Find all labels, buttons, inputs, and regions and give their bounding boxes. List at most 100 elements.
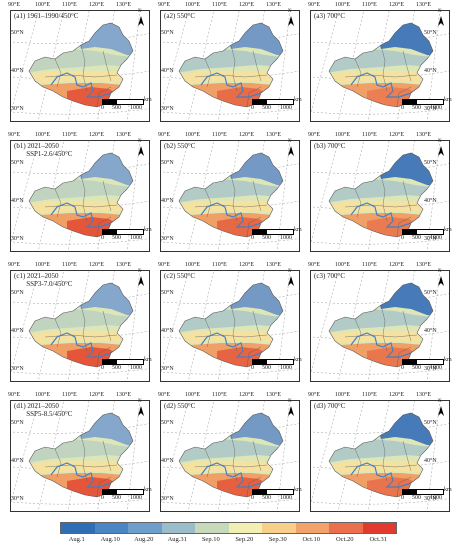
longitude-tick: 110°E	[362, 2, 377, 8]
scale-label: 1000	[130, 235, 142, 241]
scale-label: 500	[262, 235, 271, 241]
legend-label: Aug.20	[134, 536, 154, 543]
latitude-tick: 50°N	[424, 290, 437, 296]
scale-label: 500	[112, 495, 121, 501]
longitude-tick: 100°E	[185, 132, 201, 138]
latitude-tick: 40°N	[161, 458, 174, 464]
map-drawing	[311, 401, 449, 511]
latitude-tick: 50°N	[11, 290, 24, 296]
legend-swatch	[161, 523, 195, 533]
scale-label: 500	[412, 105, 421, 111]
longitude-tick: 90°E	[158, 262, 171, 268]
river	[50, 332, 112, 358]
longitude-tick: 120°E	[239, 392, 255, 398]
scale-label: 1000	[430, 365, 442, 371]
scale-label: 1000	[130, 365, 142, 371]
longitude-tick: 120°E	[389, 132, 405, 138]
scale-label: 0	[251, 235, 254, 241]
river	[200, 202, 262, 228]
scale-label: 500	[112, 235, 121, 241]
scale-label: 0	[401, 495, 404, 501]
latitude-tick: 40°N	[11, 458, 24, 464]
latitude-tick: 30°N	[11, 366, 24, 372]
scale-unit: km	[294, 487, 302, 493]
map-drawing	[311, 11, 449, 121]
longitude-tick: 110°E	[62, 132, 77, 138]
north-arrow-icon: N	[436, 269, 446, 288]
north-label: N	[438, 9, 442, 14]
longitude-tick: 110°E	[62, 262, 77, 268]
longitude-tick: 120°E	[239, 262, 255, 268]
longitude-tick: 90°E	[308, 262, 321, 268]
panel-label: (a1) 1961–1990/450°C	[14, 12, 79, 20]
scale-label: 500	[262, 105, 271, 111]
legend-swatch	[362, 523, 396, 533]
latitude-tick: 40°N	[11, 328, 24, 334]
longitude-tick: 90°E	[308, 392, 321, 398]
map-drawing	[11, 271, 149, 381]
panel-label: (d3) 700°C	[314, 402, 346, 410]
legend-label: Aug.10	[100, 536, 120, 543]
scale-label: 0	[101, 105, 104, 111]
north-label: N	[438, 139, 442, 144]
province-borders	[328, 412, 434, 498]
panel-label: (d1) 2021–2050 SSP5-8.5/450°C	[14, 402, 73, 418]
panel-label: (a2) 550°C	[164, 12, 195, 20]
longitude-tick: 90°E	[8, 262, 21, 268]
scale-bar: km 0 500 1000	[401, 227, 452, 247]
scale-unit: km	[294, 97, 302, 103]
latitude-tick: 30°N	[11, 236, 24, 242]
longitude-tick: 120°E	[89, 132, 105, 138]
legend-label: Aug.31	[167, 536, 187, 543]
longitude-tick: 100°E	[35, 262, 51, 268]
longitude-tick: 130°E	[266, 132, 282, 138]
north-label: N	[288, 269, 292, 274]
map-drawing	[161, 401, 299, 511]
longitude-tick: 110°E	[212, 132, 227, 138]
longitude-tick: 130°E	[416, 132, 432, 138]
legend-label: Oct.31	[369, 536, 388, 543]
scale-label: 500	[112, 365, 121, 371]
river	[200, 332, 262, 358]
map-frame	[160, 400, 300, 512]
scale-unit: km	[444, 227, 452, 233]
panel-label: (c3) 700°C	[314, 272, 345, 280]
longitude-tick: 120°E	[89, 262, 105, 268]
longitude-tick: 90°E	[158, 2, 171, 8]
scale-bar: km 0 500 1000	[251, 97, 302, 117]
longitude-tick: 90°E	[8, 2, 21, 8]
legend-swatch	[262, 523, 296, 533]
latitude-tick: 40°N	[11, 198, 24, 204]
legend-swatch	[61, 523, 95, 533]
latitude-tick: 50°N	[424, 160, 437, 166]
scale-bar: km 0 500 1000	[101, 357, 152, 377]
map-frame	[160, 10, 300, 122]
latitude-tick: 50°N	[424, 30, 437, 36]
latitude-tick: 50°N	[11, 30, 24, 36]
longitude-tick: 100°E	[335, 392, 351, 398]
panel-label: (b1) 2021–2050 SSP1-2.6/450°C	[14, 142, 73, 158]
north-label: N	[138, 399, 142, 404]
north-arrow-icon: N	[436, 9, 446, 28]
latitude-tick: 30°N	[161, 236, 174, 242]
scale-label: 0	[251, 105, 254, 111]
river	[200, 72, 262, 98]
longitude-tick: 90°E	[8, 132, 21, 138]
longitude-tick: 110°E	[62, 2, 77, 8]
longitude-tick: 90°E	[158, 392, 171, 398]
legend-swatch	[128, 523, 162, 533]
longitude-tick: 120°E	[239, 132, 255, 138]
north-label: N	[138, 269, 142, 274]
north-arrow-icon: N	[286, 399, 296, 418]
scale-label: 1000	[430, 105, 442, 111]
legend-label: Oct.20	[335, 536, 354, 543]
scale-unit: km	[444, 97, 452, 103]
scale-unit: km	[144, 357, 152, 363]
latitude-tick: 30°N	[424, 366, 437, 372]
legend-label: Oct.10	[302, 536, 321, 543]
